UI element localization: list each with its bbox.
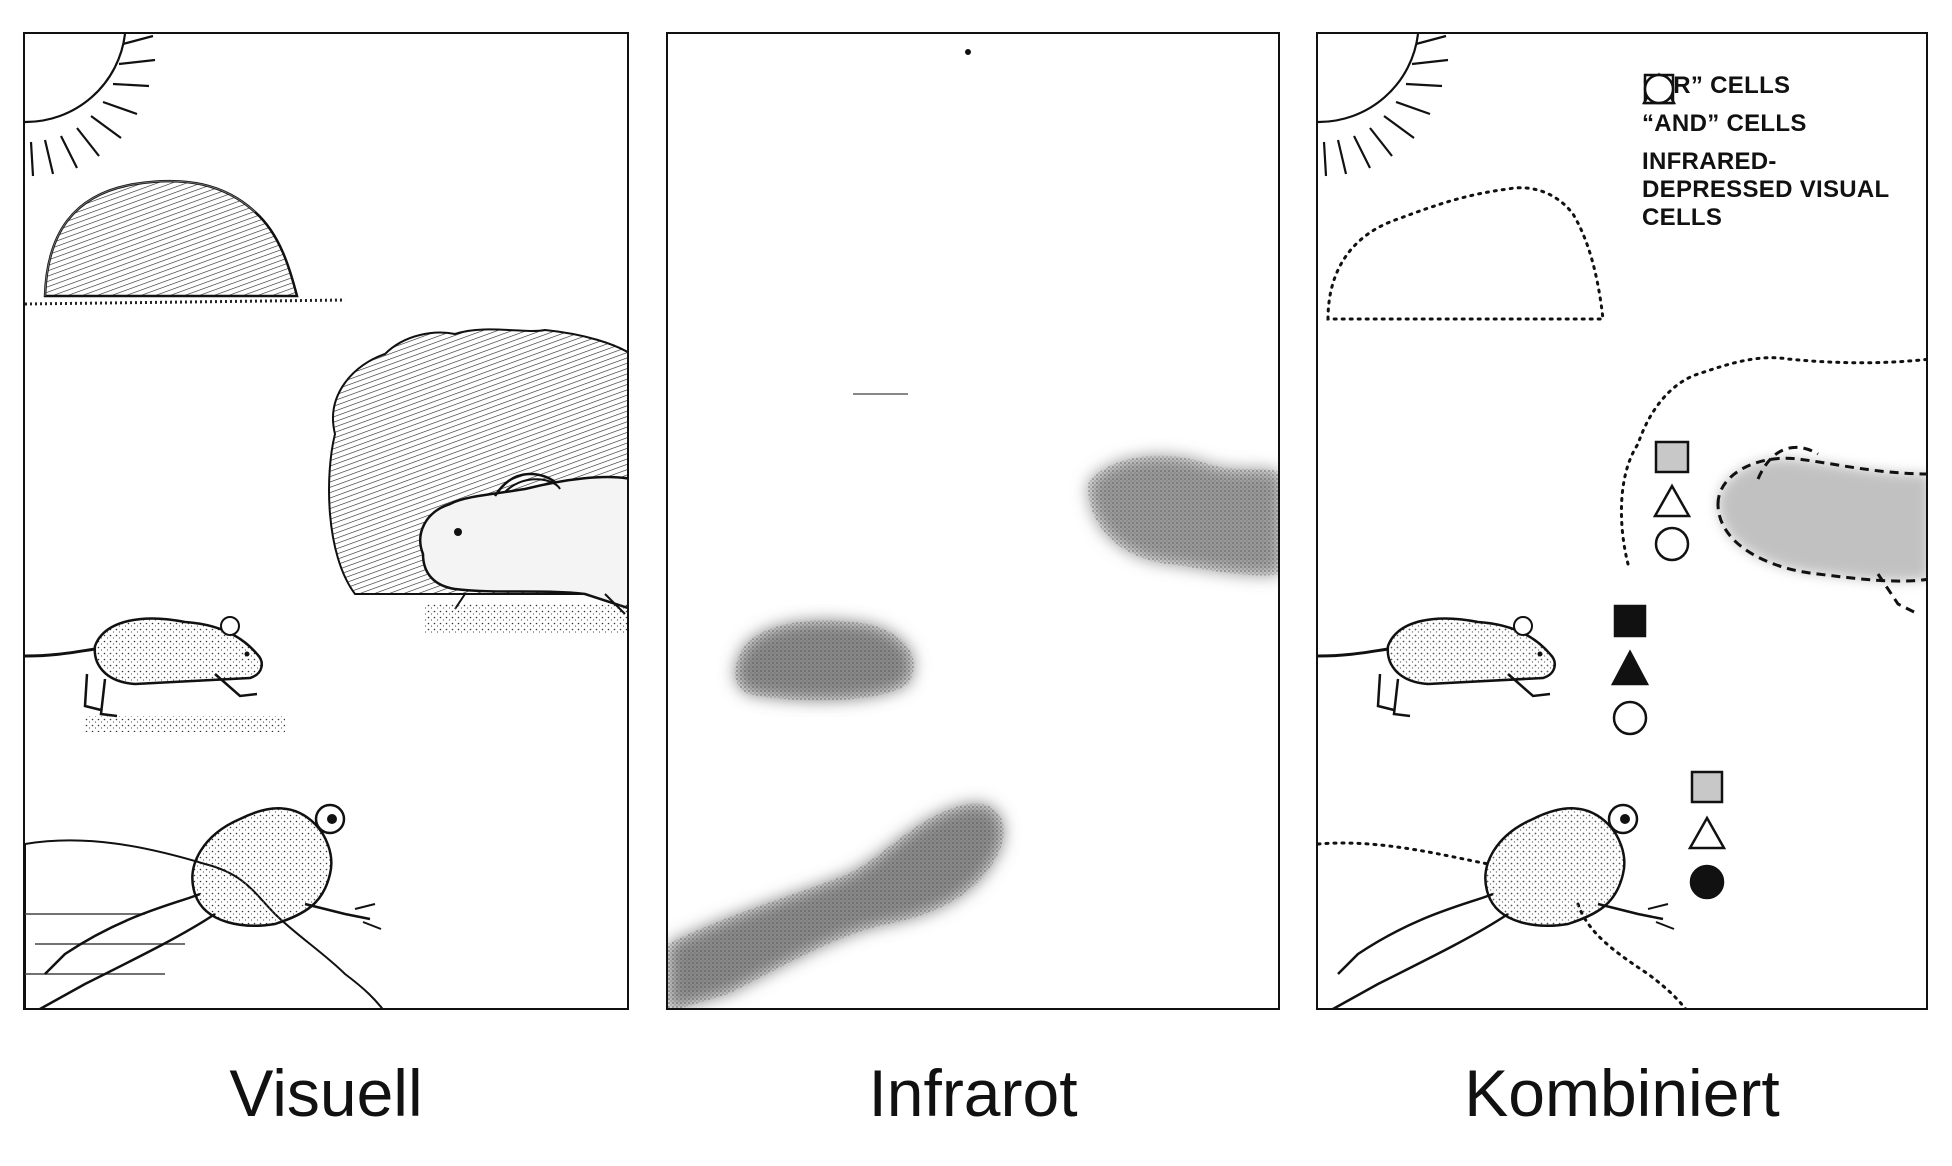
infrared-panel bbox=[666, 32, 1280, 1010]
legend-item-and-cells: “AND” CELLS bbox=[1642, 72, 1912, 138]
legend-item-infrared-depressed: INFRARED-DEPRESSED VISUAL CELLS bbox=[1642, 73, 1912, 232]
frog bbox=[1332, 803, 1675, 1008]
sun bbox=[1318, 34, 1449, 177]
caption-combined: Kombiniert bbox=[1464, 1056, 1780, 1130]
rabbit-heat-dashed bbox=[1716, 445, 1926, 616]
legend: “OR” CELLS “AND” CELLS INFRARED-DEPRESSE… bbox=[1642, 72, 1912, 242]
caption-infrared: Infrarot bbox=[868, 1056, 1078, 1130]
mouse bbox=[1318, 616, 1556, 718]
sun bbox=[25, 34, 156, 177]
rabbit-cell-symbols bbox=[1652, 440, 1692, 562]
combined-panel: “OR” CELLS “AND” CELLS INFRARED-DEPRESSE… bbox=[1316, 32, 1928, 1010]
water-outline-dotted bbox=[1318, 841, 1687, 1008]
legend-label: “AND” CELLS bbox=[1642, 110, 1807, 137]
mouse-cell-symbols bbox=[1610, 604, 1650, 736]
visual-scene bbox=[25, 34, 627, 1008]
caption-visual: Visuell bbox=[229, 1056, 423, 1130]
legend-item-or-cells: “OR” CELLS bbox=[1642, 72, 1912, 105]
mouse bbox=[25, 616, 285, 732]
visual-panel bbox=[23, 32, 629, 1010]
frog bbox=[25, 803, 384, 1008]
circle-icon bbox=[1643, 73, 1675, 105]
speck bbox=[965, 49, 971, 55]
frog-cell-symbols bbox=[1687, 770, 1727, 900]
legend-label: INFRARED-DEPRESSED VISUAL CELLS bbox=[1642, 148, 1890, 231]
infrared-scene bbox=[668, 49, 1278, 1008]
rabbit bbox=[419, 472, 627, 634]
combined-scene bbox=[1318, 34, 1926, 1008]
rock bbox=[25, 179, 346, 306]
rock-outline-dotted bbox=[1326, 186, 1605, 321]
bush-outline-dotted bbox=[1619, 356, 1926, 566]
